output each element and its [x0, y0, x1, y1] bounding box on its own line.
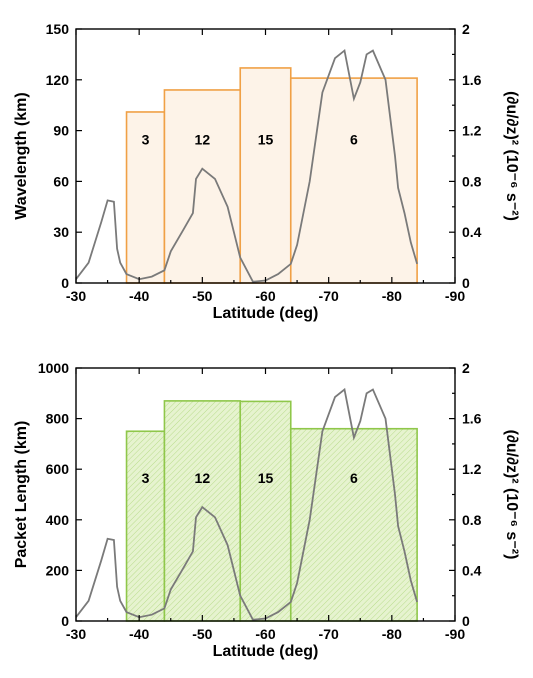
chart-0-bar-0 [125, 111, 166, 284]
chart-0-y-tick-label-5: 150 [46, 21, 70, 37]
chart-0-shear-line [75, 48, 418, 283]
chart-0-y2-axis-title: (∂u/∂z)² (10⁻⁶ s⁻²) [503, 91, 520, 221]
chart-1-x-tick-label-1: -40 [129, 626, 149, 642]
chart-0-y-axis-title: Wavelength (km) [13, 92, 30, 219]
chart-0-bar-label-2: 15 [258, 132, 274, 148]
chart-1-y2-tick-label-2: 0.8 [462, 512, 482, 528]
chart-1-bar-3 [289, 427, 418, 622]
chart-0-y-tick-label-1: 30 [53, 224, 69, 240]
chart-0-x-axis-title: Latitude (deg) [213, 305, 319, 322]
chart-0-y-tick-label-4: 120 [46, 72, 70, 88]
chart-1-x-tick-label-3: -60 [255, 626, 275, 642]
chart-0-y-tick-label-2: 60 [53, 173, 69, 189]
chart-1-bar-0 [125, 430, 166, 622]
chart-1-bar-label-0: 3 [142, 470, 150, 486]
chart-0-y-tick-label-0: 0 [61, 275, 69, 291]
packet-length-chart: 3 12 15 6-30 -40 -50 -60 -70 -80 -900200400600800… [13, 360, 520, 660]
chart-1-y2-tick-label-4: 1.6 [462, 411, 482, 427]
chart-1-x-tick-label-2: -50 [192, 626, 212, 642]
chart-1-bar-label-2: 15 [258, 470, 274, 486]
chart-0-y2-tick-label-3: 1.2 [462, 123, 482, 139]
chart-1-x-tick-label-0: -30 [66, 626, 86, 642]
chart-0-x-tick-label-0: -30 [66, 288, 86, 304]
chart-0-x-tick-label-4: -70 [319, 288, 339, 304]
chart-0-bar-2 [239, 67, 292, 284]
chart-1-x-tick-label-4: -70 [319, 626, 339, 642]
chart-0-bar-label-0: 3 [142, 132, 150, 148]
chart-1-y2-tick-label-0: 0 [462, 613, 470, 629]
chart-0-y2-tick-label-1: 0.4 [462, 224, 482, 240]
chart-0-y2-tick-label-0: 0 [462, 275, 470, 291]
chart-0-bar-1 [163, 89, 242, 284]
chart-1-shear-line [75, 387, 418, 621]
chart-0-x-tick-label-6: -90 [445, 288, 465, 304]
chart-1-y-tick-label-2: 400 [46, 512, 70, 528]
chart-1-y-axis-title: Packet Length (km) [13, 421, 30, 569]
chart-1-bar-label-3: 6 [350, 470, 358, 486]
chart-1-y-tick-label-4: 800 [46, 411, 70, 427]
chart-1-bar-2 [239, 400, 292, 622]
chart-0-bar-3 [289, 77, 418, 284]
chart-1-y-tick-label-5: 1000 [38, 360, 69, 376]
chart-1-x-axis-title: Latitude (deg) [213, 643, 319, 660]
chart-0-y2-tick-label-4: 1.6 [462, 72, 482, 88]
chart-1-y2-axis-title: (∂u/∂z)² (10⁻⁶ s⁻²) [503, 430, 520, 560]
chart-0-bar-label-3: 6 [350, 132, 358, 148]
chart-1-bar-label-1: 12 [195, 470, 211, 486]
chart-1-y-tick-label-1: 200 [46, 562, 70, 578]
chart-0-x-tick-label-2: -50 [192, 288, 212, 304]
chart-0-y2-tick-label-5: 2 [462, 21, 470, 37]
chart-0-bar-label-1: 12 [195, 132, 211, 148]
chart-1-x-tick-label-6: -90 [445, 626, 465, 642]
chart-0-x-tick-label-5: -80 [382, 288, 402, 304]
chart-1-y2-tick-label-5: 2 [462, 360, 470, 376]
chart-1-x-tick-label-5: -80 [382, 626, 402, 642]
chart-1-bar-1 [163, 400, 242, 622]
chart-0-y-tick-label-3: 90 [53, 123, 69, 139]
wavelength-chart: 3 12 15 6-30 -40 -50 -60 -70 -80 -900306090120150… [13, 21, 520, 322]
chart-1-y2-tick-label-1: 0.4 [462, 562, 482, 578]
chart-0-x-tick-label-3: -60 [255, 288, 275, 304]
chart-1-y-tick-label-3: 600 [46, 461, 70, 477]
chart-0-x-tick-label-1: -40 [129, 288, 149, 304]
chart-1-y-tick-label-0: 0 [61, 613, 69, 629]
chart-1-y2-tick-label-3: 1.2 [462, 461, 482, 477]
chart-0-y2-tick-label-2: 0.8 [462, 173, 482, 189]
